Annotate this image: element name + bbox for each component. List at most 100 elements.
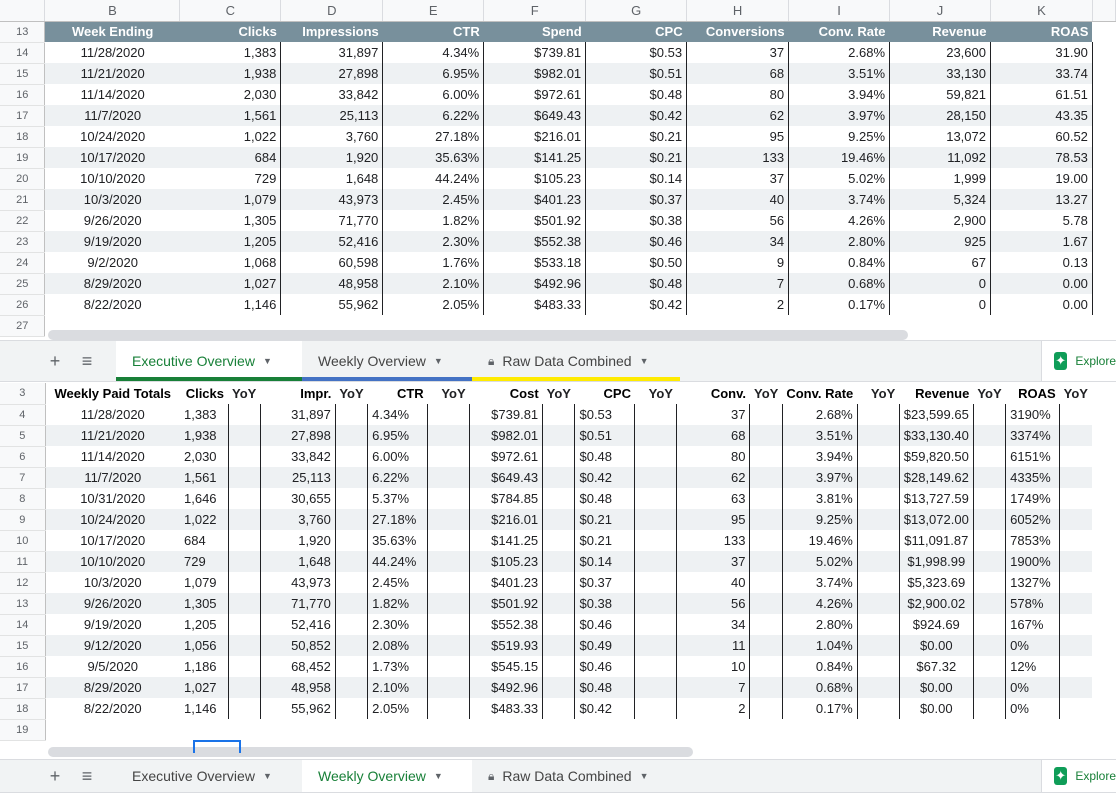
cell[interactable] xyxy=(228,719,260,740)
cell[interactable]: $0.37 xyxy=(574,572,636,593)
cell[interactable]: 3.74% xyxy=(788,189,891,210)
select-all-corner[interactable] xyxy=(0,0,46,22)
yoy-cell[interactable] xyxy=(228,425,261,446)
cell[interactable] xyxy=(1092,189,1115,210)
cell[interactable]: 8/29/2020 xyxy=(45,677,180,698)
cell[interactable]: 1,022 xyxy=(180,509,229,530)
cell[interactable] xyxy=(1092,126,1115,147)
cell[interactable]: 1,938 xyxy=(179,63,282,84)
cell[interactable]: 80 xyxy=(686,84,790,105)
yoy-cell[interactable] xyxy=(335,677,369,698)
row-number[interactable]: 4 xyxy=(0,404,46,426)
cell[interactable]: 34 xyxy=(676,614,751,635)
cell[interactable]: 44.24% xyxy=(382,168,485,189)
cell[interactable]: $11,091.87 xyxy=(899,530,974,551)
cell[interactable]: $0.37 xyxy=(585,189,688,210)
cell[interactable]: $0.14 xyxy=(574,551,636,572)
row-number[interactable]: 17 xyxy=(0,105,46,127)
cell[interactable] xyxy=(1006,719,1060,740)
cell[interactable] xyxy=(260,719,335,740)
cell[interactable]: 9.25% xyxy=(782,509,858,530)
cell[interactable] xyxy=(1092,105,1115,126)
cell[interactable]: 56 xyxy=(686,210,790,231)
yoy-cell[interactable] xyxy=(749,656,783,677)
yoy-cell[interactable] xyxy=(973,467,1007,488)
cell[interactable]: 5.02% xyxy=(788,168,891,189)
column-header[interactable]: K xyxy=(990,0,1093,22)
cell[interactable]: $0.48 xyxy=(574,446,636,467)
cell[interactable]: 2.68% xyxy=(788,42,891,63)
cell[interactable]: $483.33 xyxy=(469,698,544,719)
yoy-cell[interactable] xyxy=(427,404,471,425)
cell[interactable]: 40 xyxy=(676,572,751,593)
yoy-cell[interactable] xyxy=(542,614,576,635)
cell[interactable]: 8/29/2020 xyxy=(44,273,180,294)
cell[interactable]: 7853% xyxy=(1005,530,1061,551)
yoy-cell[interactable] xyxy=(634,425,678,446)
cell[interactable]: $0.53 xyxy=(585,42,688,63)
row-number[interactable]: 15 xyxy=(0,63,46,85)
cell[interactable]: $519.93 xyxy=(469,635,544,656)
cell[interactable] xyxy=(857,719,899,740)
cell[interactable] xyxy=(1092,231,1115,252)
cell[interactable]: 1,027 xyxy=(180,677,229,698)
cell[interactable]: $105.23 xyxy=(483,168,587,189)
yoy-cell[interactable] xyxy=(634,467,678,488)
cell[interactable]: 10 xyxy=(676,656,751,677)
cell[interactable]: $533.18 xyxy=(483,252,587,273)
yoy-cell[interactable] xyxy=(1060,698,1092,719)
yoy-cell[interactable] xyxy=(973,635,1007,656)
cell[interactable]: $59,820.50 xyxy=(899,446,974,467)
cell[interactable]: 31.90 xyxy=(990,42,1093,63)
cell[interactable]: 3.97% xyxy=(788,105,891,126)
yoy-cell[interactable] xyxy=(634,656,678,677)
row-number[interactable]: 6 xyxy=(0,446,46,468)
cell[interactable]: 2.80% xyxy=(788,231,891,252)
cell[interactable]: 40 xyxy=(686,189,790,210)
cell[interactable]: 1,027 xyxy=(179,273,282,294)
cell[interactable]: $552.38 xyxy=(469,614,544,635)
yoy-cell[interactable] xyxy=(335,446,369,467)
cell[interactable]: 1,146 xyxy=(180,698,229,719)
cell[interactable]: $0.48 xyxy=(574,677,636,698)
yoy-cell[interactable] xyxy=(634,509,678,530)
cell[interactable]: $972.61 xyxy=(483,84,587,105)
yoy-cell[interactable] xyxy=(427,446,471,467)
cell[interactable]: 9 xyxy=(686,252,790,273)
add-sheet-button[interactable]: + xyxy=(49,350,61,371)
cell[interactable]: $0.49 xyxy=(574,635,636,656)
cell[interactable]: $492.96 xyxy=(469,677,544,698)
cell[interactable] xyxy=(1092,273,1115,294)
row-number[interactable]: 18 xyxy=(0,126,46,148)
cell[interactable]: 34 xyxy=(686,231,790,252)
cell[interactable]: 59,821 xyxy=(889,84,991,105)
cell[interactable] xyxy=(575,719,635,740)
chevron-down-icon[interactable]: ▼ xyxy=(639,356,649,366)
row-number[interactable]: 11 xyxy=(0,551,46,573)
yoy-cell[interactable] xyxy=(749,446,783,467)
cell[interactable]: $0.53 xyxy=(574,404,636,425)
column-title[interactable]: Conversions xyxy=(686,21,789,42)
yoy-cell[interactable] xyxy=(634,572,678,593)
cell[interactable]: 11/14/2020 xyxy=(80,449,145,464)
yoy-cell[interactable] xyxy=(427,635,471,656)
cell[interactable]: 2,900 xyxy=(889,210,991,231)
cell[interactable] xyxy=(1092,294,1115,315)
cell[interactable]: 1.73% xyxy=(367,656,429,677)
cell[interactable]: 95 xyxy=(676,509,751,530)
yoy-cell[interactable] xyxy=(542,698,576,719)
cell[interactable]: 43,973 xyxy=(280,189,384,210)
row-number[interactable]: 12 xyxy=(0,572,46,594)
cell[interactable]: 6.00% xyxy=(382,84,485,105)
yoy-cell[interactable] xyxy=(335,572,369,593)
yoy-cell[interactable] xyxy=(749,425,783,446)
cell[interactable]: 1,383 xyxy=(179,42,282,63)
yoy-cell[interactable] xyxy=(542,467,576,488)
cell[interactable]: 1.82% xyxy=(367,593,429,614)
cell[interactable]: 578% xyxy=(1005,593,1061,614)
cell[interactable]: 1327% xyxy=(1005,572,1061,593)
yoy-cell[interactable] xyxy=(857,593,900,614)
yoy-cell[interactable] xyxy=(228,488,261,509)
yoy-cell[interactable] xyxy=(749,698,783,719)
column-header[interactable]: B xyxy=(44,0,181,22)
